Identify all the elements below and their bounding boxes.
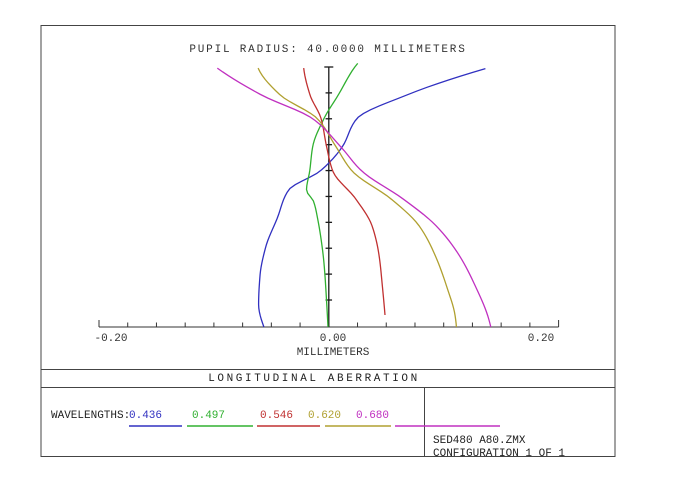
svg-text:0.620: 0.620	[308, 410, 341, 422]
svg-text:0.497: 0.497	[192, 410, 225, 422]
svg-text:0.680: 0.680	[356, 410, 389, 422]
svg-text:CONFIGURATION 1 OF 1: CONFIGURATION 1 OF 1	[433, 448, 565, 460]
svg-text:-0.20: -0.20	[94, 333, 127, 345]
svg-text:LONGITUDINAL ABERRATION: LONGITUDINAL ABERRATION	[208, 373, 420, 385]
svg-text:0.436: 0.436	[129, 410, 162, 422]
svg-text:MILLIMETERS: MILLIMETERS	[297, 347, 370, 359]
svg-text:0.00: 0.00	[320, 333, 346, 345]
svg-text:0.546: 0.546	[260, 410, 293, 422]
svg-text:PUPIL RADIUS: 40.0000 MILLIMET: PUPIL RADIUS: 40.0000 MILLIMETERS	[189, 44, 466, 56]
svg-text:SED480 A80.ZMX: SED480 A80.ZMX	[433, 435, 526, 447]
svg-text:0.20: 0.20	[528, 333, 554, 345]
svg-text:WAVELENGTHS:: WAVELENGTHS:	[51, 410, 130, 422]
